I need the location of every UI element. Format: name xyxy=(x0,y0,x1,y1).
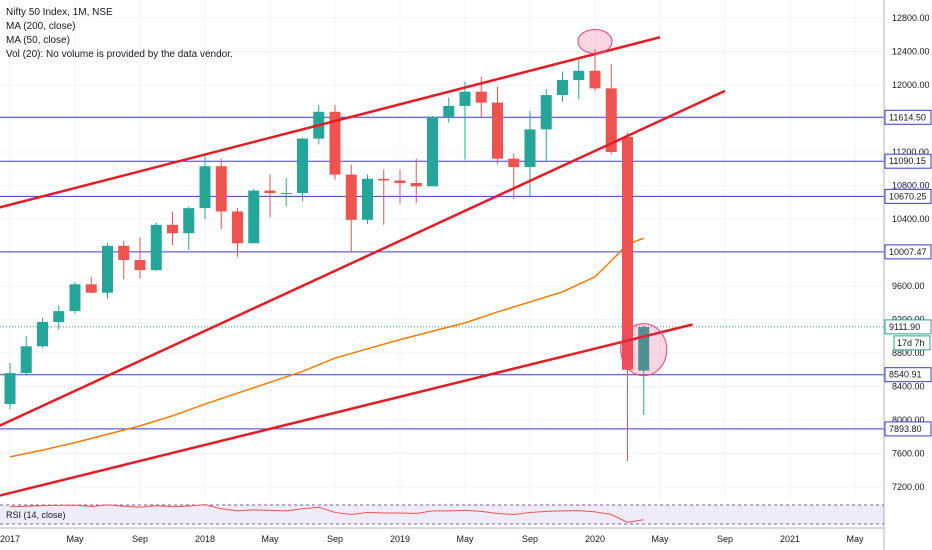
price-tag xyxy=(884,188,932,204)
x-tick-label: May xyxy=(456,534,474,544)
price-tag xyxy=(884,244,932,260)
x-tick-label: May xyxy=(261,534,279,544)
y-tick-label: 8000.00 xyxy=(892,415,925,425)
candle-body xyxy=(459,91,471,106)
candle-body xyxy=(410,182,422,187)
y-tick-label: 7600.00 xyxy=(892,449,925,459)
candle-body xyxy=(297,138,308,194)
y-tick-label: 11200.00 xyxy=(892,147,929,157)
legend-title: Nifty 50 Index, 1M, NSE xyxy=(6,7,113,18)
candle-body xyxy=(557,79,568,96)
x-tick-label: Sep xyxy=(327,534,343,544)
candle-body xyxy=(53,311,65,323)
y-tick-label: 8800.00 xyxy=(892,348,925,358)
x-tick-label: 2020 xyxy=(585,534,605,544)
candle-body xyxy=(622,136,633,370)
highlight-circle xyxy=(577,28,613,54)
legend-volume: Vol (20): No volume is provided by the d… xyxy=(6,49,233,60)
rsi-line xyxy=(9,504,644,523)
y-tick-label: 12800.00 xyxy=(892,13,930,23)
x-tick-label: 2017 xyxy=(0,534,20,544)
candle-body xyxy=(378,178,390,181)
candle-body xyxy=(362,178,373,220)
candle-body xyxy=(264,190,276,194)
countdown-label: 17d 7h xyxy=(897,338,925,348)
candle-body xyxy=(20,346,32,374)
trendline xyxy=(0,323,693,497)
candle-body xyxy=(37,322,48,347)
current-price-label: 9111.90 xyxy=(889,322,920,332)
price-tag xyxy=(884,367,932,383)
candle-body xyxy=(492,102,503,159)
candle-body xyxy=(524,129,536,168)
x-tick-label: 2018 xyxy=(195,534,215,544)
x-tick-label: Sep xyxy=(717,534,733,544)
candle-body xyxy=(85,284,97,293)
highlight-circle xyxy=(620,323,668,377)
y-tick-label: 10400.00 xyxy=(892,214,930,224)
y-tick-label: 12400.00 xyxy=(892,47,930,57)
candle-body xyxy=(248,190,260,244)
candle-body xyxy=(232,211,243,244)
candle-body xyxy=(638,327,650,371)
legend-ma200: MA (200, close) xyxy=(6,21,76,32)
price-tag-label: 10007.47 xyxy=(889,247,927,257)
candle-body xyxy=(443,105,455,117)
candle-body xyxy=(394,180,406,183)
trendline xyxy=(0,89,726,427)
x-tick-label: May xyxy=(66,534,84,544)
price-tag-label: 8540.91 xyxy=(889,370,922,380)
x-tick-label: 2021 xyxy=(780,534,800,544)
candle-body xyxy=(540,95,552,130)
candle-body xyxy=(183,208,195,234)
y-tick-label: 7200.00 xyxy=(892,482,925,492)
y-tick-label: 8400.00 xyxy=(892,382,925,392)
y-tick-label: 12000.00 xyxy=(892,80,930,90)
legend-ma50: MA (50, close) xyxy=(6,35,70,46)
price-tag xyxy=(884,421,932,437)
current-price-tag xyxy=(884,319,932,335)
candle-body xyxy=(605,88,617,152)
candle-body xyxy=(102,245,113,293)
price-tag-label: 11614.50 xyxy=(889,112,926,122)
x-tick-label: May xyxy=(846,534,864,544)
candle-body xyxy=(4,373,16,405)
candle-body xyxy=(573,70,585,80)
x-tick-label: 2019 xyxy=(390,534,410,544)
candle-body xyxy=(280,193,292,195)
candle-body xyxy=(329,111,341,175)
y-tick-label: 9600.00 xyxy=(892,281,925,291)
x-tick-label: Sep xyxy=(132,534,148,544)
candle-body xyxy=(118,245,130,261)
rsi-label: RSI (14, close) xyxy=(6,510,66,520)
price-tag-label: 7893.80 xyxy=(889,424,922,434)
y-tick-label: 10800.00 xyxy=(892,181,930,191)
x-tick-label: Sep xyxy=(522,534,538,544)
candle-body xyxy=(167,224,178,234)
price-tag xyxy=(884,153,932,169)
price-tag xyxy=(884,109,932,125)
rsi-band xyxy=(0,505,884,524)
candle-body xyxy=(589,70,601,89)
candle-body xyxy=(134,260,146,271)
candle-body xyxy=(508,158,520,168)
candle-body xyxy=(345,174,357,220)
price-axis-bg xyxy=(884,0,932,550)
candle-body xyxy=(427,116,438,187)
candle-body xyxy=(215,166,227,212)
chart-legend: Nifty 50 Index, 1M, NSE MA (200, close) … xyxy=(6,6,233,62)
x-tick-label: May xyxy=(651,534,669,544)
countdown-tag xyxy=(893,335,931,351)
candle-body xyxy=(199,166,211,209)
price-tag-label: 11090.15 xyxy=(889,156,926,166)
candle-body xyxy=(150,224,162,271)
candle-body xyxy=(475,91,487,103)
candle-body xyxy=(69,284,81,312)
price-tag-label: 10670.25 xyxy=(889,191,927,201)
ma-line xyxy=(9,237,645,458)
trendline xyxy=(0,36,661,209)
